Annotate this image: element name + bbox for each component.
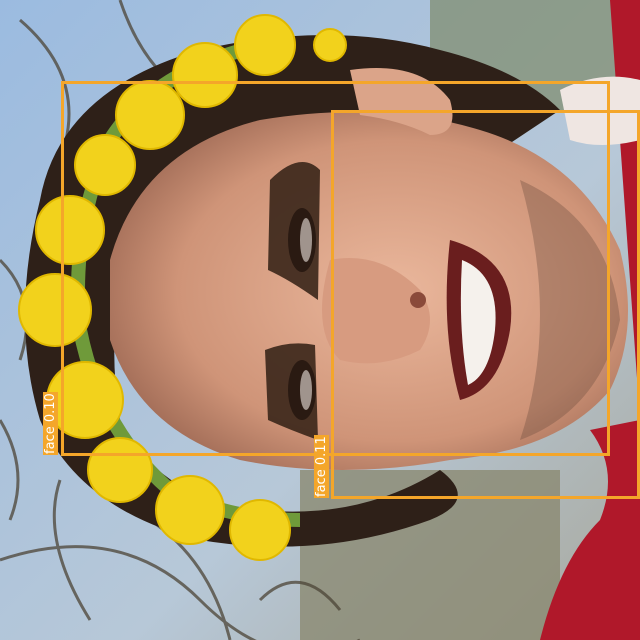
eye-lower-white <box>300 370 312 410</box>
tree-branches <box>0 0 360 640</box>
hair <box>25 35 560 547</box>
stubble <box>520 180 620 440</box>
teeth <box>460 260 496 385</box>
face-detection-label-1: face 0.10 <box>43 392 58 455</box>
eye-upper-white <box>300 218 312 262</box>
nostril <box>410 292 426 308</box>
face-detection-box-1 <box>61 81 610 456</box>
dandelions <box>18 14 347 561</box>
ear <box>350 68 453 135</box>
red-shirt <box>540 0 640 640</box>
nose <box>322 258 430 364</box>
face-detection-label-2: face 0.11 <box>314 435 329 498</box>
face-detection-box-2 <box>331 110 640 499</box>
